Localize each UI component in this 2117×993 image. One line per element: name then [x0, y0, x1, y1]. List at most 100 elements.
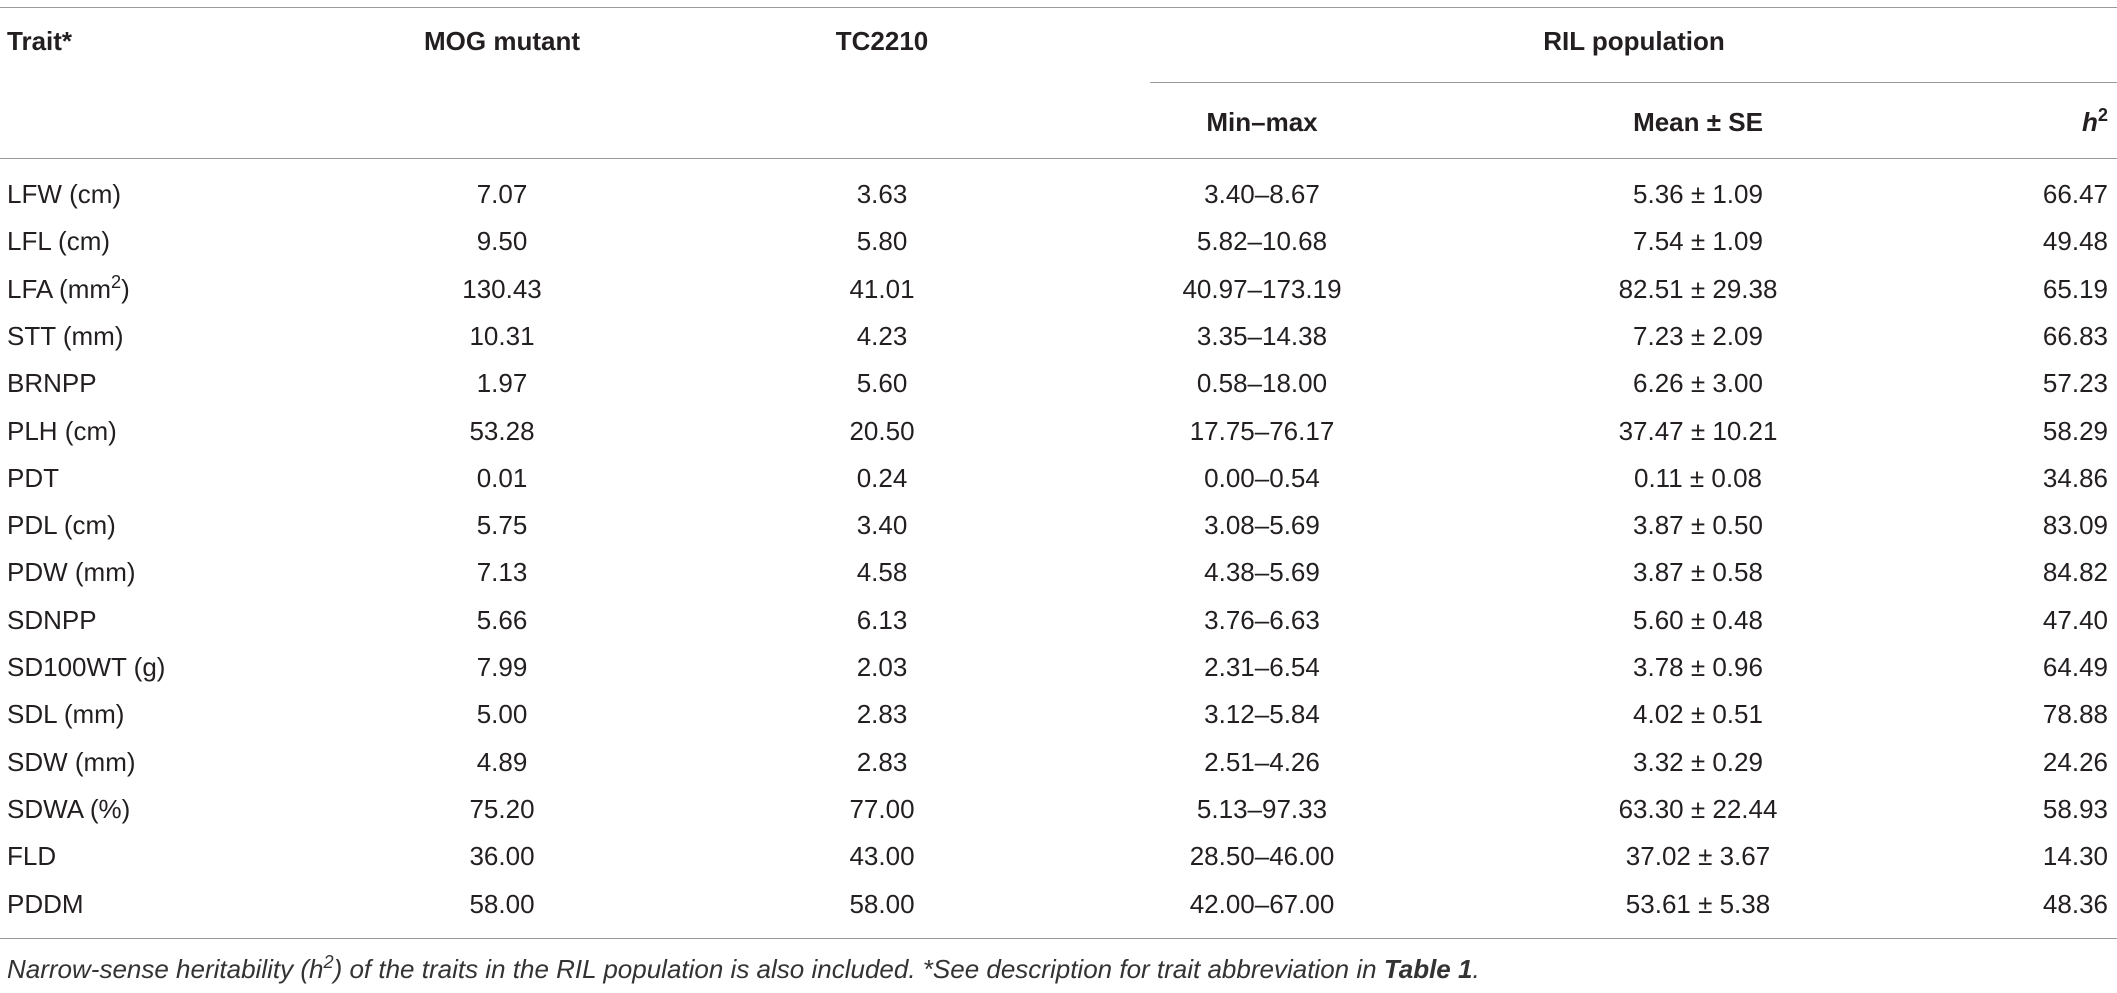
table-cell: 6.26 ± 3.00 [1633, 368, 1763, 399]
table-cell: 0.00–0.54 [1204, 462, 1320, 493]
header-rule [0, 158, 2117, 159]
table-cell: 4.23 [856, 320, 908, 351]
table-cell: 34.86 [2042, 462, 2108, 493]
table-cell: 65.19 [2042, 273, 2108, 304]
row-label: FLD [7, 841, 57, 872]
table-cell: 3.63 [856, 179, 908, 209]
table-cell: 3.40–8.67 [1204, 179, 1320, 209]
text-segment: LFA (mm [7, 273, 112, 304]
table-cell: 36.00 [469, 841, 535, 872]
table-cell: 1.97 [476, 368, 528, 399]
text-segment: 2 [111, 271, 122, 292]
text-segment: . [1472, 954, 1480, 984]
row-label: SDWA (%) [7, 793, 131, 824]
table-cell: 20.50 [849, 415, 915, 446]
row-label: PDL (cm) [7, 510, 116, 541]
table-cell: 63.30 ± 22.44 [1618, 793, 1778, 824]
row-label: PDDM [7, 888, 84, 919]
subheader-cell: Min–max [1206, 107, 1318, 137]
row-label: LFW (cm) [7, 179, 122, 209]
table-cell: 7.07 [476, 179, 528, 209]
table-cell: 41.01 [849, 273, 915, 304]
footnote: Narrow-sense heritability (h2) of the tr… [7, 952, 1480, 984]
table-cell: 2.31–6.54 [1204, 652, 1320, 682]
table-cell: 84.82 [2042, 557, 2108, 588]
table-cell: 49.48 [2042, 226, 2108, 257]
table-cell: 3.35–14.38 [1196, 320, 1328, 351]
table-cell: 17.75–76.17 [1189, 415, 1335, 446]
table-cell: 0.11 ± 0.08 [1634, 462, 1762, 493]
table-cell: 53.28 [469, 415, 535, 446]
table-cell: 64.49 [2042, 652, 2108, 682]
table-cell: 43.00 [849, 841, 915, 872]
table-cell: 4.38–5.69 [1204, 557, 1320, 588]
row-label: SD100WT (g) [7, 652, 166, 682]
table-cell: 40.97–173.19 [1182, 273, 1342, 304]
table-cell: 0.24 [856, 462, 908, 493]
row-label: LFA (mm2) [7, 271, 130, 304]
table-cell: 130.43 [462, 273, 542, 304]
table-cell: 3.78 ± 0.96 [1633, 652, 1763, 682]
table-cell: 58.00 [469, 888, 535, 919]
table-cell: 5.82–10.68 [1196, 226, 1328, 257]
table-cell: 7.13 [476, 557, 528, 588]
table-cell: 58.93 [2042, 793, 2108, 824]
table-cell: 75.20 [469, 793, 535, 824]
header-cell: TC2210 [835, 26, 929, 56]
top-rule [0, 7, 2117, 8]
text-segment: 2 [2097, 105, 2108, 125]
text-segment: Narrow-sense heritability (h [7, 954, 324, 984]
table-cell: 2.03 [856, 652, 908, 682]
table-cell: 53.61 ± 5.38 [1625, 888, 1771, 919]
table-cell: 5.75 [476, 510, 528, 541]
table-cell: 5.60 ± 0.48 [1633, 604, 1763, 635]
header-cell: Trait* [7, 26, 73, 56]
table-cell: 5.60 [856, 368, 908, 399]
table-cell: 4.58 [856, 557, 908, 588]
row-label: SDL (mm) [7, 699, 125, 730]
row-label: BRNPP [7, 368, 97, 399]
table-cell: 3.87 ± 0.50 [1633, 510, 1763, 541]
text-segment: 2 [323, 952, 334, 972]
table-cell: 3.40 [856, 510, 908, 541]
table-cell: 78.88 [2042, 699, 2108, 730]
table-cell: 3.08–5.69 [1204, 510, 1320, 541]
table-cell: 5.00 [476, 699, 528, 730]
table-cell: 7.54 ± 1.09 [1633, 226, 1763, 257]
table-cell: 6.13 [856, 604, 908, 635]
table-cell: 66.83 [2042, 320, 2108, 351]
table-cell: 58.00 [849, 888, 915, 919]
header-cell: MOG mutant [424, 26, 580, 56]
table-cell: 3.32 ± 0.29 [1633, 746, 1763, 777]
text-segment: ) of the traits in the RIL population is… [333, 954, 1384, 984]
text-segment: ) [121, 273, 130, 304]
table-cell: 5.36 ± 1.09 [1633, 179, 1763, 209]
table-cell: 5.80 [856, 226, 908, 257]
table-cell: 77.00 [849, 793, 915, 824]
table-cell: 47.40 [2042, 604, 2108, 635]
table-cell: 2.83 [856, 746, 908, 777]
table-cell: 9.50 [476, 226, 528, 257]
table-cell: 4.02 ± 0.51 [1633, 699, 1763, 730]
subheader-cell: Mean ± SE [1633, 107, 1763, 137]
table-cell: 66.47 [2042, 179, 2108, 209]
text-segment: Table 1 [1383, 954, 1473, 984]
table-cell: 57.23 [2042, 368, 2108, 399]
table-cell: 3.76–6.63 [1204, 604, 1320, 635]
table-cell: 7.23 ± 2.09 [1633, 320, 1763, 351]
table-cell: 7.99 [476, 652, 528, 682]
row-label: STT (mm) [7, 320, 124, 351]
table-cell: 14.30 [2042, 841, 2108, 872]
table-cell: 2.51–4.26 [1204, 746, 1320, 777]
table-cell: 0.58–18.00 [1196, 368, 1328, 399]
table-cell: 2.83 [856, 699, 908, 730]
table-cell: 24.26 [2042, 746, 2108, 777]
table-cell: 4.89 [476, 746, 528, 777]
table-cell: 5.66 [476, 604, 528, 635]
row-label: SDW (mm) [7, 746, 136, 777]
row-label: PDW (mm) [7, 557, 136, 588]
table-cell: 5.13–97.33 [1196, 793, 1328, 824]
table-cell: 10.31 [469, 320, 535, 351]
table-cell: 48.36 [2042, 888, 2108, 919]
row-label: LFL (cm) [7, 226, 111, 257]
